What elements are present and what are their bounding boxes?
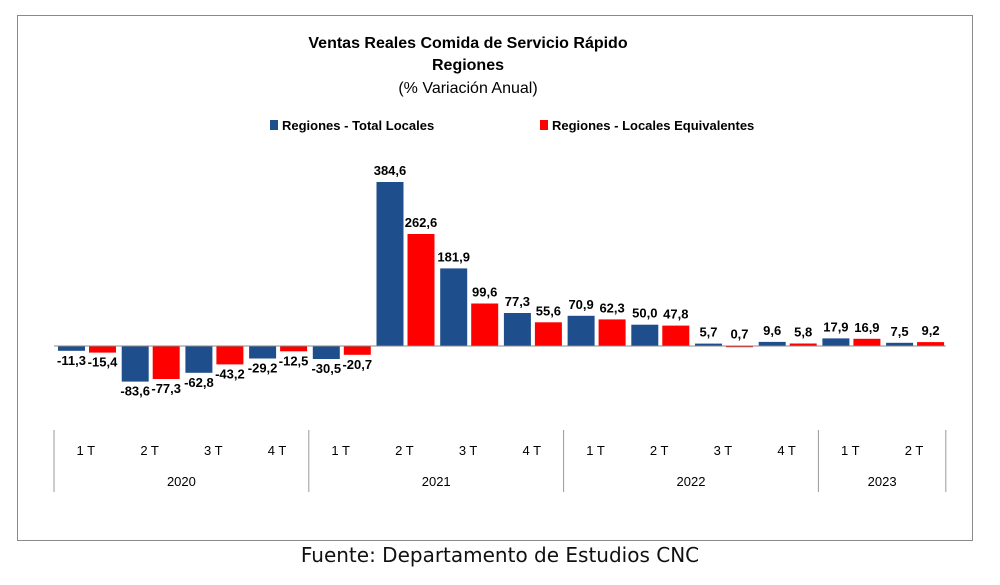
year-label-2021: 2021 [422, 474, 451, 489]
value-label-s1-7: 181,9 [437, 249, 470, 264]
value-label-s2-11: 0,7 [730, 327, 748, 342]
bar-s1-9 [567, 315, 595, 346]
bar-s2-14 [917, 342, 945, 346]
value-label-s2-5: -20,7 [342, 357, 372, 372]
value-label-s1-14: 7,5 [891, 324, 909, 339]
value-label-s1-10: 50,0 [632, 306, 657, 321]
bar-s2-7 [471, 303, 499, 346]
chart-subtitle: Regiones [432, 57, 504, 74]
bar-s2-4 [280, 346, 308, 352]
bar-s2-10 [662, 325, 690, 346]
bar-s1-11 [695, 343, 722, 346]
bar-s1-1 [58, 346, 85, 351]
legend-label-2: Regiones - Locales Equivalentes [552, 118, 754, 133]
value-label-s2-1: -15,4 [88, 355, 118, 370]
tick-label-4: 4 T [268, 443, 287, 458]
value-label-s2-6: 262,6 [405, 215, 438, 230]
value-label-s1-8: 77,3 [505, 294, 530, 309]
chart-title: Ventas Reales Comida de Servicio Rápido [308, 35, 627, 52]
value-label-s1-2: -83,6 [120, 384, 150, 399]
value-label-s1-6: 384,6 [374, 163, 407, 178]
value-label-s2-3: -43,2 [215, 366, 245, 381]
bar-s1-13 [822, 338, 850, 346]
bar-s1-2 [121, 346, 149, 382]
tick-label-7: 3 T [459, 443, 478, 458]
value-label-s1-13: 17,9 [823, 319, 848, 334]
legend: Regiones - Total Locales Regiones - Local… [270, 118, 754, 133]
chart: Ventas Reales Comida de Servicio Rápido … [53, 35, 947, 492]
bar-s2-9 [598, 319, 626, 346]
chart-frame [17, 15, 973, 541]
tick-label-13: 1 T [841, 443, 860, 458]
value-label-s2-2: -77,3 [151, 381, 181, 396]
x-axis: 1 T 2 T 3 T 4 T 1 T 2 T 3 T 4 T 1 T 2 T 3 T 4 T 1 T 2… [53, 430, 947, 492]
bar-s2-1 [89, 346, 116, 353]
tick-label-9: 1 T [586, 443, 605, 458]
legend-label-1: Regiones - Total Locales [282, 118, 434, 133]
bar-s2-13 [853, 338, 881, 346]
bar-s2-8 [534, 322, 562, 346]
bar-s2-2 [152, 346, 180, 379]
year-label-2020: 2020 [167, 474, 196, 489]
tick-label-8: 4 T [523, 443, 542, 458]
value-label-s2-10: 47,8 [663, 307, 688, 322]
value-label-s2-9: 62,3 [599, 300, 624, 315]
legend-swatch-1 [270, 120, 278, 130]
tick-label-3: 3 T [204, 443, 223, 458]
chart-subtitle-units: (% Variación Anual) [398, 80, 537, 97]
bar-s1-10 [631, 324, 659, 346]
source-note: Fuente: Departamento de Estudios CNC [300, 543, 700, 567]
bar-s2-5 [343, 346, 371, 355]
bar-s1-3 [185, 346, 213, 373]
tick-label-2: 2 T [140, 443, 159, 458]
value-label-s1-1: -11,3 [57, 353, 86, 368]
value-label-s2-13: 16,9 [854, 320, 879, 335]
bar-s1-12 [758, 341, 786, 346]
year-label-2023: 2023 [868, 474, 897, 489]
bar-s1-8 [503, 313, 531, 346]
tick-label-6: 2 T [395, 443, 414, 458]
value-label-s1-9: 70,9 [568, 297, 593, 312]
value-label-s2-12: 5,8 [794, 325, 812, 340]
tick-label-1: 1 T [77, 443, 96, 458]
value-label-s2-14: 9,2 [922, 323, 940, 338]
bar-s1-4 [249, 346, 277, 359]
legend-swatch-2 [540, 120, 548, 130]
bar-s2-6 [407, 234, 435, 346]
year-label-2022: 2022 [677, 474, 706, 489]
value-label-s2-4: -12,5 [279, 353, 309, 368]
value-label-s1-12: 9,6 [763, 323, 781, 338]
tick-label-14: 2 T [905, 443, 924, 458]
bar-s2-3 [216, 346, 244, 365]
tick-label-10: 2 T [650, 443, 669, 458]
value-labels: -11,3 -15,4-83,6 -77,3 -62,8-43,2 -29,2 -12,5… [57, 163, 940, 399]
bar-s1-7 [440, 268, 468, 346]
bar-s1-5 [312, 346, 340, 359]
bar-s1-14 [886, 342, 914, 346]
bar-s2-12 [789, 343, 817, 346]
tick-label-12: 4 T [777, 443, 796, 458]
tick-label-5: 1 T [331, 443, 350, 458]
value-label-s1-11: 5,7 [699, 325, 717, 340]
bars [54, 182, 946, 382]
bar-s1-6 [376, 182, 404, 346]
value-label-s1-5: -30,5 [311, 361, 341, 376]
value-label-s2-7: 99,6 [472, 285, 497, 300]
value-label-s1-4: -29,2 [248, 361, 278, 376]
value-label-s2-8: 55,6 [536, 303, 561, 318]
value-label-s1-3: -62,8 [184, 375, 214, 390]
tick-label-11: 3 T [714, 443, 733, 458]
